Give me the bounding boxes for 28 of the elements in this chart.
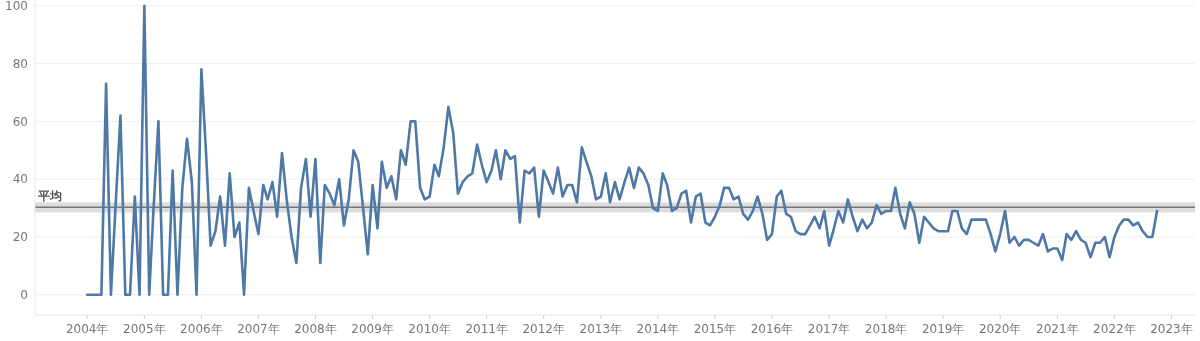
ref-line-label: 平均 [37,189,62,204]
y-tick-label: 100 [5,0,28,13]
x-tick-label: 2010年 [408,322,451,336]
x-tick-label: 2005年 [123,322,166,336]
x-tick-label: 2013年 [579,322,623,336]
x-tick-label: 2015年 [693,322,737,336]
x-tick-label: 2011年 [465,322,508,336]
x-tick-label: 2018年 [864,322,908,336]
x-tick-label: 2017年 [807,322,851,336]
y-tick-label: 80 [12,56,28,71]
line-series [85,4,1159,297]
x-tick-label: 2016年 [750,322,794,336]
x-tick-label: 2019年 [921,322,965,336]
x-tick-label: 2022年 [1093,322,1136,336]
x-tick-label: 2023年 [1150,322,1193,336]
x-tick-label: 2020年 [978,322,1022,336]
y-tick-label: 0 [20,287,28,302]
y-tick-label: 20 [12,230,28,245]
y-tick-label: 40 [12,172,28,187]
x-tick-label: 2008年 [294,322,337,336]
x-tick-label: 2006年 [180,322,223,336]
x-tick-label: 2009年 [351,322,394,336]
x-tick-label: 2007年 [237,322,280,336]
x-tick-label: 2012年 [522,322,565,336]
x-tick-label: 2021年 [1036,322,1079,336]
x-tick-label: 2014年 [636,322,680,336]
x-tick-label: 2004年 [65,322,109,336]
y-tick-label: 60 [12,114,28,129]
